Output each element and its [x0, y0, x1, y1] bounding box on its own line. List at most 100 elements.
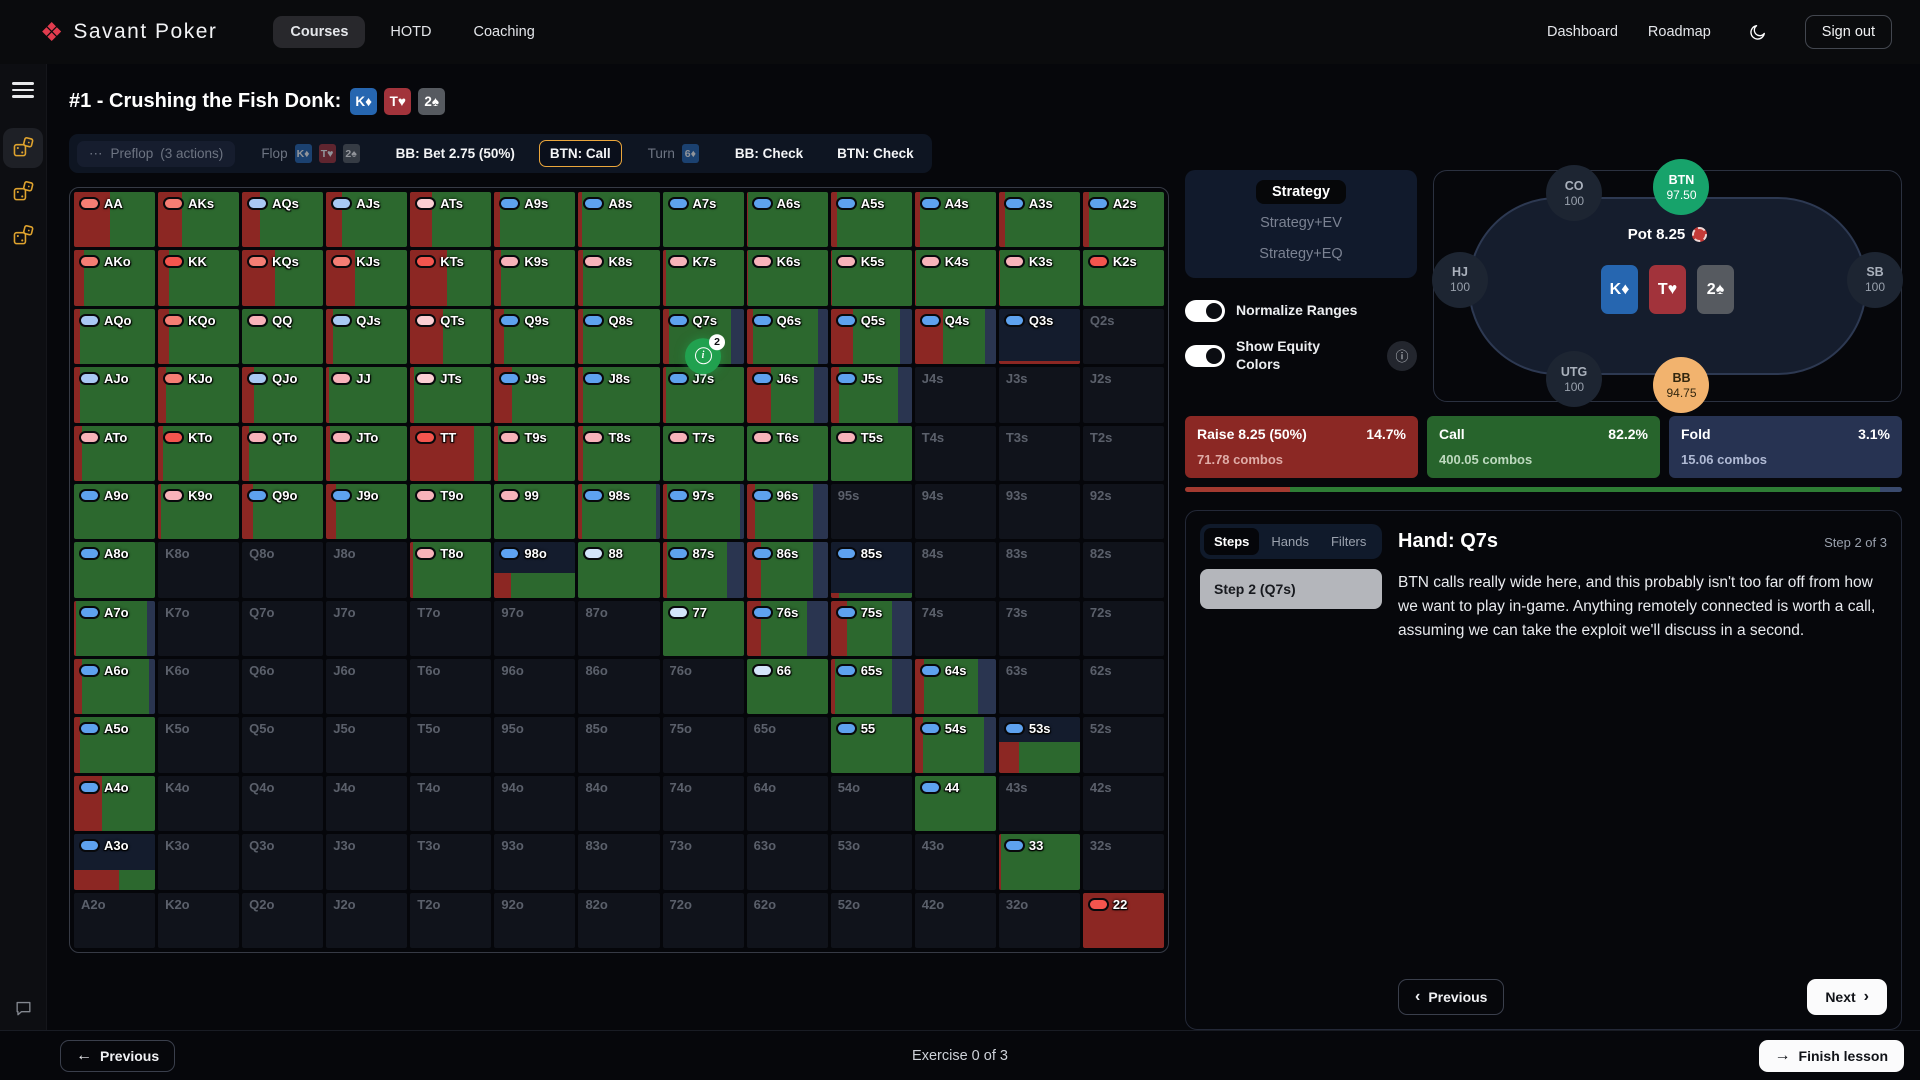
grid-cell-A2o[interactable]: A2o — [74, 892, 156, 948]
grid-cell-A7o[interactable]: A7o — [74, 600, 156, 657]
grid-cell-K7o[interactable]: K7o — [158, 600, 240, 657]
grid-cell-J7o[interactable]: J7o — [326, 600, 408, 657]
grid-cell-J9s[interactable]: J9s — [494, 367, 576, 423]
grid-cell-K2o[interactable]: K2o — [158, 892, 240, 948]
grid-cell-K9o[interactable]: K9o — [158, 483, 240, 540]
grid-cell-85o[interactable]: 85o — [578, 717, 660, 773]
grid-cell-A9s[interactable]: A9s — [494, 192, 576, 248]
grid-cell-63o[interactable]: 63o — [746, 834, 828, 890]
grid-cell-Q6o[interactable]: Q6o — [242, 659, 324, 715]
grid-cell-A5o[interactable]: A5o — [74, 717, 156, 773]
grid-cell-94s[interactable]: 94s — [914, 483, 996, 540]
grid-cell-T9o[interactable]: T9o — [410, 483, 492, 540]
grid-cell-66[interactable]: 66 — [746, 659, 828, 715]
grid-cell-84o[interactable]: 84o — [578, 775, 660, 832]
grid-cell-AJs[interactable]: AJs — [326, 192, 408, 248]
grid-cell-53s[interactable]: 53s — [998, 717, 1080, 773]
grid-cell-AQs[interactable]: AQs — [242, 192, 324, 248]
grid-cell-63s[interactable]: 63s — [998, 659, 1080, 715]
grid-cell-Q5s[interactable]: Q5s — [830, 308, 912, 365]
grid-cell-73o[interactable]: 73o — [662, 834, 744, 890]
grid-cell-J9o[interactable]: J9o — [326, 483, 408, 540]
grid-cell-74s[interactable]: 74s — [914, 600, 996, 657]
grid-cell-82o[interactable]: 82o — [578, 892, 660, 948]
grid-cell-54s[interactable]: 54s — [914, 717, 996, 773]
info-icon[interactable]: ⓘ — [1387, 340, 1417, 371]
grid-cell-J8s[interactable]: J8s — [578, 367, 660, 423]
grid-cell-Q3s[interactable]: Q3s — [998, 308, 1080, 365]
timeline-action-bb-check[interactable]: BB: Check — [734, 146, 804, 161]
grid-cell-86s[interactable]: 86s — [746, 542, 828, 598]
grid-cell-K7s[interactable]: K7s — [662, 250, 744, 306]
grid-cell-95s[interactable]: 95s — [830, 483, 912, 540]
grid-cell-87s[interactable]: 87s — [662, 542, 744, 598]
grid-cell-65o[interactable]: 65o — [746, 717, 828, 773]
grid-cell-Q5o[interactable]: Q5o — [242, 717, 324, 773]
grid-cell-A4o[interactable]: A4o — [74, 775, 156, 832]
grid-cell-Q2s[interactable]: Q2s — [1082, 308, 1164, 365]
grid-cell-K4o[interactable]: K4o — [158, 775, 240, 832]
grid-cell-Q8o[interactable]: Q8o — [242, 542, 324, 598]
hamburger-menu-icon[interactable] — [12, 78, 34, 102]
grid-cell-Q3o[interactable]: Q3o — [242, 834, 324, 890]
brand[interactable]: ❖ Savant Poker — [40, 19, 217, 45]
grid-cell-55[interactable]: 55 — [830, 717, 912, 773]
grid-cell-T7o[interactable]: T7o — [410, 600, 492, 657]
grid-cell-T8s[interactable]: T8s — [578, 425, 660, 481]
dark-mode-toggle[interactable] — [1741, 15, 1775, 49]
grid-cell-73s[interactable]: 73s — [998, 600, 1080, 657]
grid-cell-KTs[interactable]: KTs — [410, 250, 492, 306]
grid-cell-62s[interactable]: 62s — [1082, 659, 1164, 715]
grid-cell-T7s[interactable]: T7s — [662, 425, 744, 481]
grid-cell-KJs[interactable]: KJs — [326, 250, 408, 306]
grid-cell-K8s[interactable]: K8s — [578, 250, 660, 306]
grid-cell-82s[interactable]: 82s — [1082, 542, 1164, 598]
grid-cell-A7s[interactable]: A7s — [662, 192, 744, 248]
grid-cell-J6o[interactable]: J6o — [326, 659, 408, 715]
grid-cell-83o[interactable]: 83o — [578, 834, 660, 890]
timeline-flop[interactable]: Flop K♦ T♥ 2♠ — [249, 139, 371, 168]
grid-cell-T5o[interactable]: T5o — [410, 717, 492, 773]
tab-steps[interactable]: Steps — [1204, 528, 1260, 555]
sidebar-item-lesson-1[interactable] — [3, 127, 43, 168]
grid-cell-J4s[interactable]: J4s — [914, 367, 996, 423]
grid-cell-QQ[interactable]: QQ — [242, 308, 324, 365]
previous-exercise-button[interactable]: ← Previous — [60, 1039, 176, 1072]
timeline-action-btn-call[interactable]: BTN: Call — [538, 140, 622, 167]
nav-tab-hotd[interactable]: HOTD — [390, 24, 432, 40]
normalize-ranges-toggle[interactable] — [1185, 300, 1225, 322]
sidebar-item-lesson-3[interactable] — [3, 216, 43, 256]
grid-cell-Q7s[interactable]: Q7s i 2 — [662, 308, 744, 374]
grid-cell-J3s[interactable]: J3s — [998, 367, 1080, 423]
timeline-turn[interactable]: Turn 6♦ — [636, 139, 711, 168]
grid-cell-K3s[interactable]: K3s — [998, 250, 1080, 306]
tab-filters[interactable]: Filters — [1330, 534, 1367, 549]
grid-cell-72o[interactable]: 72o — [662, 892, 744, 948]
grid-cell-K5s[interactable]: K5s — [830, 250, 912, 306]
grid-cell-A3s[interactable]: A3s — [998, 192, 1080, 248]
grid-cell-43o[interactable]: 43o — [914, 834, 996, 890]
grid-cell-A3o[interactable]: A3o — [74, 834, 156, 890]
action-card-fold[interactable]: Fold 3.1% 15.06 combos — [1669, 416, 1902, 478]
grid-cell-KQo[interactable]: KQo — [158, 308, 240, 365]
previous-step-button[interactable]: ‹ Previous — [1398, 979, 1505, 1015]
grid-cell-72s[interactable]: 72s — [1082, 600, 1164, 657]
grid-cell-Q7o[interactable]: Q7o — [242, 600, 324, 657]
grid-cell-AJo[interactable]: AJo — [74, 367, 156, 423]
grid-cell-98s[interactable]: 98s — [578, 483, 660, 540]
grid-cell-K2s[interactable]: K2s — [1082, 250, 1164, 306]
timeline-preflop[interactable]: ⋯ Preflop (3 actions) — [77, 140, 236, 167]
grid-cell-42s[interactable]: 42s — [1082, 775, 1164, 832]
sidebar-item-lesson-2[interactable] — [3, 172, 43, 212]
grid-cell-97o[interactable]: 97o — [494, 600, 576, 657]
finish-lesson-button[interactable]: → Finish lesson — [1758, 1039, 1904, 1072]
grid-cell-AKo[interactable]: AKo — [74, 250, 156, 306]
grid-cell-96o[interactable]: 96o — [494, 659, 576, 715]
grid-cell-A9o[interactable]: A9o — [74, 483, 156, 540]
grid-cell-J2o[interactable]: J2o — [326, 892, 408, 948]
grid-cell-J3o[interactable]: J3o — [326, 834, 408, 890]
grid-cell-88[interactable]: 88 — [578, 542, 660, 598]
grid-cell-J6s[interactable]: J6s — [746, 367, 828, 423]
grid-cell-98o[interactable]: 98o — [494, 542, 576, 598]
grid-cell-AQo[interactable]: AQo — [74, 308, 156, 365]
